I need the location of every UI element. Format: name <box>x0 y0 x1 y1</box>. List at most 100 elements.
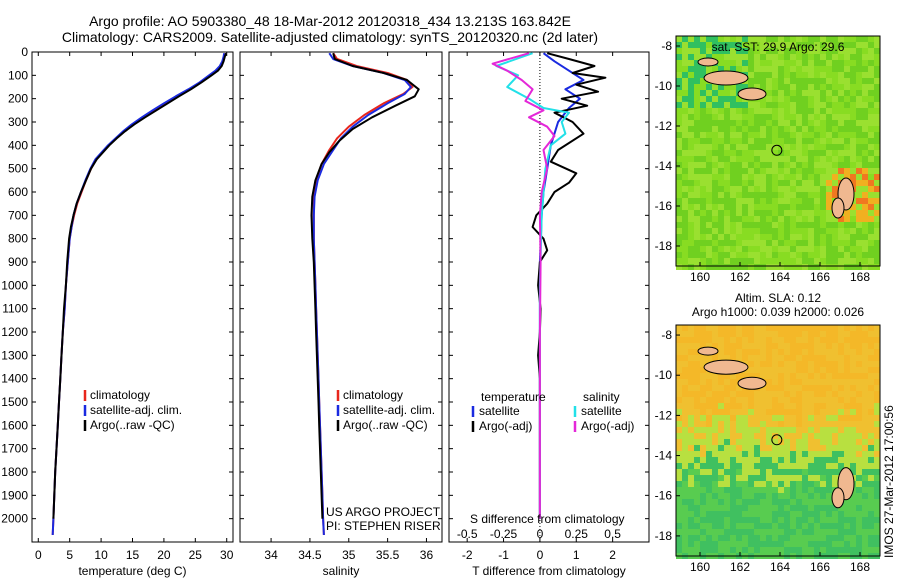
island-icon <box>703 359 749 375</box>
figure-title-line1: Argo profile: AO 5903380_48 18-Mar-2012 … <box>89 13 571 29</box>
salinity-xtick-label: 35.5 <box>376 548 400 562</box>
difference-xlabel: T difference from climatology <box>472 564 626 578</box>
temperature-xtick-label: 25 <box>189 548 203 562</box>
map-sla-xtick-label: 168 <box>850 560 870 574</box>
map-sla <box>675 324 881 559</box>
difference-series-3 <box>491 52 556 519</box>
project-annotation: US ARGO PROJECT <box>326 505 441 519</box>
map-sst-ytick-label: -8 <box>661 39 672 53</box>
temperature-xlabel: temperature (deg C) <box>78 564 186 578</box>
diff-legend-label: satellite <box>479 404 520 418</box>
diff-legend-label: Argo(-adj) <box>479 419 532 433</box>
salinity-legend-label: climatology <box>343 388 403 402</box>
depth-tick-label: 100 <box>8 68 28 82</box>
salinity-legend-label: Argo(..raw -QC) <box>343 418 428 432</box>
depth-tick-label: 1400 <box>1 372 28 386</box>
map-sla-cells <box>676 325 880 559</box>
map-sst-ytick-label: -18 <box>655 239 673 253</box>
map-sla-ytick-label: -12 <box>655 408 673 422</box>
depth-tick-label: 700 <box>8 208 28 222</box>
depth-tick-label: 1600 <box>1 418 28 432</box>
argo-position-marker <box>771 434 783 446</box>
sal-diff-axis-label: S difference from climatology <box>470 512 625 526</box>
temperature-xtick-label: 20 <box>157 548 171 562</box>
salinity-xtick-label: 34.5 <box>298 548 322 562</box>
depth-tick-label: 800 <box>8 232 28 246</box>
difference-frame <box>448 51 650 543</box>
depth-tick-label: 200 <box>8 92 28 106</box>
island-icon <box>703 70 749 86</box>
depth-tick-label: 1500 <box>1 395 28 409</box>
figure-title-line2: Climatology: CARS2009. Satellite-adjuste… <box>61 29 599 45</box>
temperature-xtick-label: 10 <box>94 548 108 562</box>
difference-xtick-label: 2 <box>609 548 616 562</box>
imos-timestamp-text: IMOS 27-Mar-2012 17:00:56 <box>882 405 896 558</box>
map-sla-ytick-label: -14 <box>655 449 673 463</box>
map-sst-xtick-label: 160 <box>690 270 710 284</box>
map-sst-cells <box>676 36 880 270</box>
map-sst <box>675 35 881 270</box>
map-sst-ytick-label: -14 <box>655 159 673 173</box>
map-sst-xtick-label: 168 <box>850 270 870 284</box>
map-sst-ytick-label: -12 <box>655 119 673 133</box>
island-icon <box>697 57 719 67</box>
salinity-xlabel: salinity <box>323 564 360 578</box>
depth-tick-label: 500 <box>8 162 28 176</box>
map-sla-frame <box>675 324 881 557</box>
salinity-xtick-label: 36 <box>420 548 434 562</box>
diff-legend-label: satellite <box>581 404 622 418</box>
temperature-xtick-label: 30 <box>220 548 234 562</box>
island-icon <box>737 87 767 101</box>
depth-tick-label: 600 <box>8 185 28 199</box>
salinity-frame <box>239 51 443 543</box>
temperature-xtick-label: 15 <box>126 548 140 562</box>
temperature-legend-label: climatology <box>90 388 150 402</box>
difference-xtick-label: 0 <box>537 548 544 562</box>
difference-xtick-label: -1 <box>498 548 509 562</box>
depth-tick-label: 1200 <box>1 325 28 339</box>
difference-panel <box>448 51 650 543</box>
temperature-xtick-label: 0 <box>35 548 42 562</box>
temperature-series-2 <box>52 52 228 519</box>
diff-legend-temp-title: temperature <box>481 390 546 404</box>
difference-xtick-label: -2 <box>462 548 473 562</box>
depth-tick-label: 1700 <box>1 442 28 456</box>
depth-tick-label: 400 <box>8 138 28 152</box>
sla-map-title-line1: Altim. SLA: 0.12 <box>734 291 822 305</box>
imos-timestamp: IMOS 27-Mar-2012 17:00:56 <box>882 405 896 558</box>
island-icon <box>831 197 845 219</box>
difference-xtick-label: 1 <box>573 548 580 562</box>
map-sla-ytick-label: -10 <box>655 368 673 382</box>
map-sla-xtick-label: 162 <box>730 560 750 574</box>
map-sla-xtick-label: 166 <box>810 560 830 574</box>
depth-tick-label: 2000 <box>1 512 28 526</box>
depth-tick-label: 1800 <box>1 465 28 479</box>
sal-diff-tick-label: -0.5 <box>457 527 478 541</box>
map-sst-xtick-label: 166 <box>810 270 830 284</box>
temperature-legend-label: satellite-adj. clim. <box>90 403 182 417</box>
sal-diff-tick-label: -0.25 <box>490 527 518 541</box>
island-icon <box>831 487 845 509</box>
salinity-xtick-label: 35 <box>342 548 356 562</box>
map-sst-frame <box>675 35 881 267</box>
diff-legend-sal-title: salinity <box>583 390 620 404</box>
sst-map-title: sat. SST: 29.9 Argo: 29.6 <box>711 40 845 54</box>
depth-tick-label: 900 <box>8 255 28 269</box>
sla-map-title-line2: Argo h1000: 0.039 h2000: 0.026 <box>691 305 865 319</box>
depth-tick-label: 1000 <box>1 278 28 292</box>
temperature-legend-label: Argo(..raw -QC) <box>90 418 175 432</box>
pi-annotation: PI: STEPHEN RISER <box>326 519 441 533</box>
depth-tick-label: 1100 <box>2 302 28 316</box>
diff-legend-label: Argo(-adj) <box>581 419 634 433</box>
island-icon <box>697 346 719 356</box>
argo-position-marker <box>771 144 783 156</box>
depth-tick-label: 1900 <box>1 488 28 502</box>
map-sst-xtick-label: 162 <box>730 270 750 284</box>
sal-diff-tick-label: 0.25 <box>565 527 589 541</box>
sal-diff-tick-label: 0.5 <box>604 527 621 541</box>
map-sst-xtick-label: 164 <box>770 270 790 284</box>
depth-tick-label: 0 <box>21 45 28 59</box>
map-sla-xtick-label: 164 <box>770 560 790 574</box>
